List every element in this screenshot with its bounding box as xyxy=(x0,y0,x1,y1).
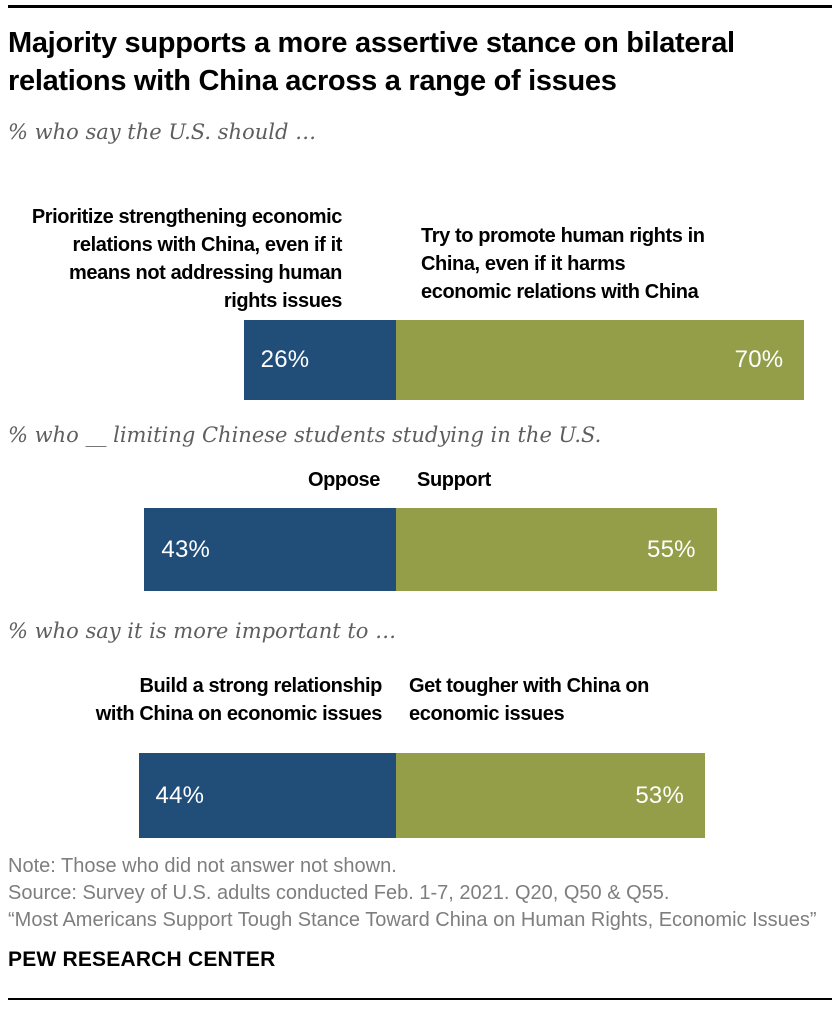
page-title: Majority supports a more assertive stanc… xyxy=(8,27,735,97)
question-limiting-students: % who __ limiting Chinese students study… xyxy=(8,423,602,447)
bar-support: 55% xyxy=(395,508,717,591)
category-label-get-tougher: Get tougher with China on economic issue… xyxy=(409,675,649,725)
value-label-build-strong-relationship: 44% xyxy=(155,781,205,809)
bar-row-oppose-vs-support: 43% 55% xyxy=(0,508,840,591)
value-label-get-tougher: 53% xyxy=(635,781,685,809)
category-label-prioritize-economic-relations: Prioritize strengthening economic relati… xyxy=(31,206,343,312)
source-text: Source: Survey of U.S. adults conducted … xyxy=(8,882,670,904)
category-label-promote-human-rights: Try to promote human rights in China, ev… xyxy=(421,225,705,303)
value-label-prioritize-economic: 26% xyxy=(260,346,310,373)
bottom-divider xyxy=(8,998,832,1000)
bar-build-strong-relationship: 44% xyxy=(138,753,396,838)
bar-prioritize-economic-relations: 26% xyxy=(243,320,396,400)
value-label-promote-human-rights: 70% xyxy=(734,346,784,373)
bar-oppose: 43% xyxy=(144,508,396,591)
pew-research-center-wordmark: PEW RESEARCH CENTER xyxy=(8,948,276,971)
category-label-support: Support xyxy=(417,469,491,491)
bar-get-tougher: 53% xyxy=(395,753,706,838)
bar-row-economic-vs-rights: 26% 70% xyxy=(0,320,840,400)
value-label-support: 55% xyxy=(647,535,696,563)
report-title-text: “Most Americans Support Tough Stance Tow… xyxy=(8,909,817,931)
value-label-oppose: 43% xyxy=(161,535,211,563)
category-label-build-strong-relationship: Build a strong relationship with China o… xyxy=(95,675,383,725)
category-label-oppose: Oppose xyxy=(307,469,380,491)
question-us-should: % who say the U.S. should … xyxy=(8,120,317,144)
bar-row-build-vs-tougher: 44% 53% xyxy=(0,753,840,838)
note-text: Note: Those who did not answer not shown… xyxy=(8,855,397,877)
top-divider xyxy=(8,5,832,8)
question-more-important: % who say it is more important to … xyxy=(8,619,397,643)
bar-promote-human-rights: 70% xyxy=(395,320,805,400)
